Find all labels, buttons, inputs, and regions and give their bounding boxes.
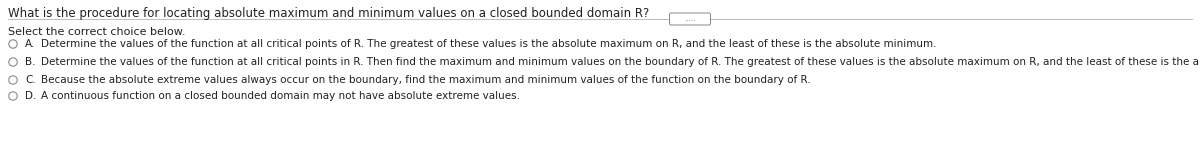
Circle shape xyxy=(8,40,17,48)
Text: .....: ..... xyxy=(684,16,696,22)
FancyBboxPatch shape xyxy=(670,13,710,25)
Text: A.: A. xyxy=(25,39,35,49)
Circle shape xyxy=(8,76,17,84)
Circle shape xyxy=(8,58,17,66)
Text: Select the correct choice below.: Select the correct choice below. xyxy=(8,27,186,37)
Text: Because the absolute extreme values always occur on the boundary, find the maxim: Because the absolute extreme values alwa… xyxy=(41,75,811,85)
Text: D.: D. xyxy=(25,91,36,101)
Text: Determine the values of the function at all critical points of R. The greatest o: Determine the values of the function at … xyxy=(41,39,936,49)
Text: What is the procedure for locating absolute maximum and minimum values on a clos: What is the procedure for locating absol… xyxy=(8,7,649,20)
Text: A continuous function on a closed bounded domain may not have absolute extreme v: A continuous function on a closed bounde… xyxy=(41,91,520,101)
Text: C.: C. xyxy=(25,75,36,85)
Text: Determine the values of the function at all critical points in R. Then find the : Determine the values of the function at … xyxy=(41,57,1200,67)
Circle shape xyxy=(8,92,17,100)
Text: B.: B. xyxy=(25,57,36,67)
